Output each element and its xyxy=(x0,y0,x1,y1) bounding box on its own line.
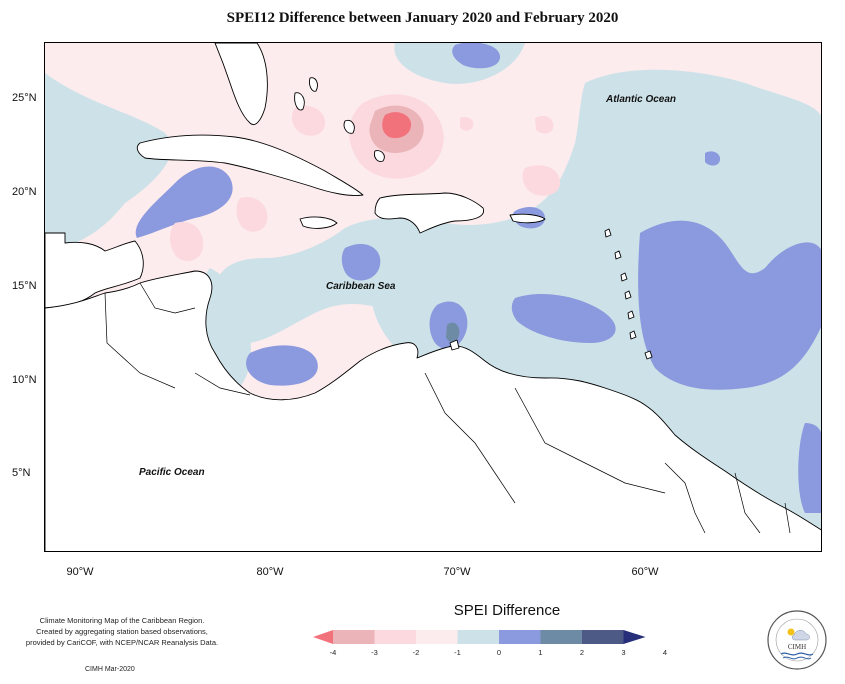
legend-swatch xyxy=(582,630,624,644)
anomaly-1-to-2-regions xyxy=(135,43,821,513)
hispaniola xyxy=(374,192,485,234)
legend-swatch xyxy=(499,630,541,644)
footnote: Climate Monitoring Map of the Caribbean … xyxy=(8,615,236,648)
aruba-curacao xyxy=(449,339,460,351)
logo-text: CIMH xyxy=(788,643,806,651)
footnote-line-3: provided by CariCOF, with NCEP/NCAR Rean… xyxy=(25,638,219,647)
florida xyxy=(214,43,268,126)
bahamas-island xyxy=(374,150,385,162)
legend-title: SPEI Difference xyxy=(453,602,561,619)
cuba xyxy=(136,134,364,196)
puerto-rico xyxy=(509,213,546,224)
legend-tick-label: -1 xyxy=(454,648,461,657)
legend-swatch-above-4 xyxy=(623,630,646,644)
lesser-antilles-island xyxy=(629,330,637,340)
lon-label-70w: 70°W xyxy=(443,566,471,578)
map-panel xyxy=(44,42,822,552)
lon-label-90w: 90°W xyxy=(66,566,94,578)
legend-tick-label: -3 xyxy=(371,648,378,657)
anomaly-minus4-to-minus3-core xyxy=(382,112,412,139)
legend-swatch-below-minus4 xyxy=(313,630,333,644)
caribbean-sea-label: Caribbean Sea xyxy=(326,281,396,292)
legend-tick-label: 0 xyxy=(496,648,502,657)
lon-label-80w: 80°W xyxy=(256,566,284,578)
wave-icon xyxy=(780,652,814,656)
map-canvas xyxy=(45,43,821,551)
legend-swatch xyxy=(374,630,416,644)
jamaica xyxy=(299,216,338,229)
legend-tick-label: -4 xyxy=(329,648,337,657)
lat-label-10n: 10°N xyxy=(12,374,37,386)
footnote-line-2: Created by aggregating station based obs… xyxy=(36,627,208,636)
cloud-icon xyxy=(791,630,810,641)
bahamas-island xyxy=(309,77,318,92)
land-masses xyxy=(45,43,821,551)
bahamas-island xyxy=(294,92,305,111)
lesser-antilles-island xyxy=(624,290,632,300)
lesser-antilles-island xyxy=(627,310,635,320)
credit: CIMH Mar-2020 xyxy=(85,666,135,673)
sun-icon xyxy=(787,628,795,636)
bahamas-island xyxy=(343,119,355,134)
atlantic-ocean-label: Atlantic Ocean xyxy=(606,94,677,105)
pacific-ocean-label: Pacific Ocean xyxy=(139,467,205,478)
legend-tick-label: 1 xyxy=(538,648,543,657)
lesser-antilles-island xyxy=(604,228,612,238)
lat-label-20n: 20°N xyxy=(12,186,37,198)
legend-swatch xyxy=(416,630,458,644)
legend-tick-label: 3 xyxy=(621,648,626,657)
legend-tick-label: -2 xyxy=(412,648,420,657)
lon-label-60w: 60°W xyxy=(631,566,659,578)
legend-colorbar xyxy=(313,630,646,644)
lat-label-25n: 25°N xyxy=(12,92,37,104)
legend-swatch xyxy=(457,630,499,644)
lesser-antilles-island xyxy=(614,250,622,260)
footnote-line-1: Climate Monitoring Map of the Caribbean … xyxy=(39,616,205,625)
country-borders xyxy=(104,282,791,534)
anomaly-2-to-3-spot xyxy=(446,322,460,343)
lat-label-5n: 5°N xyxy=(12,467,31,479)
legend-swatch xyxy=(540,630,582,644)
lat-label-15n: 15°N xyxy=(12,280,37,292)
legend-tick-label: 4 xyxy=(662,648,668,657)
legend-swatch xyxy=(333,630,375,644)
central-south-america xyxy=(45,270,821,551)
legend-tick-label: 2 xyxy=(579,648,585,657)
map-title: SPEI12 Difference between January 2020 a… xyxy=(226,10,619,26)
cimh-logo: CIMH xyxy=(767,610,827,670)
lesser-antilles-island xyxy=(620,272,628,282)
lesser-antilles-island xyxy=(644,350,653,360)
mexico-yucatan xyxy=(45,232,144,309)
